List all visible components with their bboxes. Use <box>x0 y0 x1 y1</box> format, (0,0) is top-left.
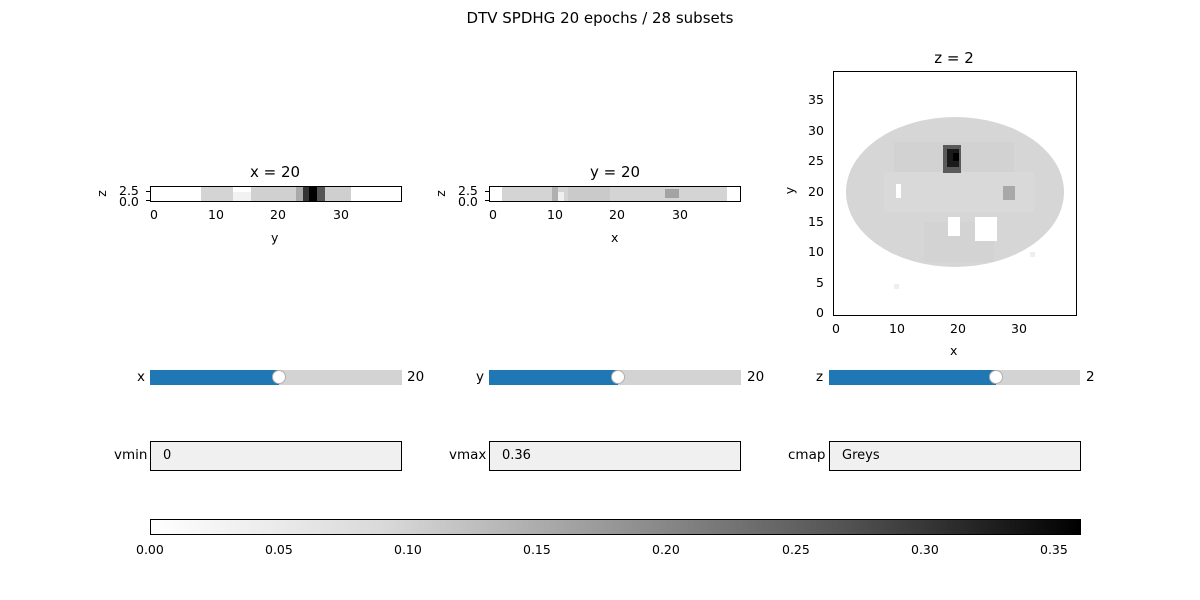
panel-x-slice-ylabel: z <box>93 190 109 197</box>
slider-y-handle[interactable] <box>611 370 625 384</box>
y-slice-image[interactable] <box>489 186 741 202</box>
panel-z-slice-ylabel: y <box>782 186 798 195</box>
tick-label: 0 <box>816 305 824 320</box>
cmap-input[interactable]: Greys <box>829 441 1081 471</box>
tick-mark <box>146 200 150 201</box>
tick-label: 30 <box>1011 321 1027 336</box>
slider-y-label: y <box>476 369 484 385</box>
panel-x-slice-xlabel: y <box>271 230 279 245</box>
tick-label: 10 <box>808 244 824 259</box>
tick-label: 20 <box>808 184 824 199</box>
x-slice-pixels <box>201 187 351 201</box>
colorbar-tick-label: 0.00 <box>136 542 164 557</box>
tick-label: 20 <box>270 207 286 222</box>
panel-x-slice-title: x = 20 <box>249 163 301 181</box>
colorbar-tick-label: 0.20 <box>652 542 680 557</box>
slider-y-fill <box>489 370 618 385</box>
tick-label: 0.0 <box>458 194 478 209</box>
slider-z-handle[interactable] <box>989 370 1003 384</box>
panel-y-slice-title: y = 20 <box>589 163 641 181</box>
tick-label: 30 <box>672 207 688 222</box>
tick-label: 20 <box>950 321 966 336</box>
tick-label: 30 <box>333 207 349 222</box>
panel-y-slice-ylabel: z <box>432 190 448 197</box>
tick-label: 2.5 <box>119 183 139 198</box>
vmax-input[interactable]: 0.36 <box>489 441 741 471</box>
slider-z-value: 2 <box>1086 369 1095 385</box>
tick-label: 2.5 <box>458 183 478 198</box>
colorbar-tick-label: 0.30 <box>911 542 939 557</box>
slider-x-fill <box>150 370 279 385</box>
tick-label: 20 <box>609 207 625 222</box>
vmax-label: vmax <box>449 447 487 463</box>
y-slice-pixels <box>502 187 727 201</box>
tick-label: 10 <box>889 321 905 336</box>
slider-x-value: 20 <box>407 369 425 385</box>
slider-y-value: 20 <box>747 369 765 385</box>
panel-y-slice-xlabel: x <box>611 230 619 245</box>
tick-mark <box>485 200 489 201</box>
tick-label: 25 <box>808 153 824 168</box>
panel-z-slice-xlabel: x <box>950 343 958 358</box>
tick-label: 0 <box>489 207 497 222</box>
tick-label: 30 <box>808 123 824 138</box>
colorbar <box>150 519 1081 535</box>
x-slice-image[interactable] <box>150 186 402 202</box>
tick-label: 0 <box>832 321 840 336</box>
slider-x-handle[interactable] <box>272 370 286 384</box>
z-slice-image[interactable] <box>833 71 1077 316</box>
z-slice-pixels <box>846 117 1064 289</box>
slider-z-fill <box>829 370 996 385</box>
slider-z-label: z <box>816 369 824 385</box>
tick-label: 15 <box>808 214 824 229</box>
slider-x-label: x <box>137 369 145 385</box>
colorbar-tick-label: 0.25 <box>782 542 810 557</box>
panel-z-slice-title: z = 2 <box>934 49 974 67</box>
figure-title: DTV SPDHG 20 epochs / 28 subsets <box>466 9 734 27</box>
tick-label: 0 <box>150 207 158 222</box>
colorbar-tick-label: 0.35 <box>1040 542 1068 557</box>
vmin-label: vmin <box>114 447 148 463</box>
tick-label: 10 <box>547 207 563 222</box>
colorbar-tick-label: 0.05 <box>265 542 293 557</box>
colorbar-tick-label: 0.10 <box>394 542 422 557</box>
tick-label: 0.0 <box>119 194 139 209</box>
slider-y[interactable] <box>489 370 741 385</box>
tick-mark <box>146 191 150 192</box>
tick-label: 10 <box>208 207 224 222</box>
colorbar-tick-label: 0.15 <box>523 542 551 557</box>
tick-mark <box>485 191 489 192</box>
cmap-label: cmap <box>788 447 826 463</box>
tick-label: 35 <box>808 92 824 107</box>
vmin-input[interactable]: 0 <box>150 441 402 471</box>
slider-z[interactable] <box>829 370 1080 385</box>
tick-label: 5 <box>816 275 824 290</box>
slider-x[interactable] <box>150 370 402 385</box>
